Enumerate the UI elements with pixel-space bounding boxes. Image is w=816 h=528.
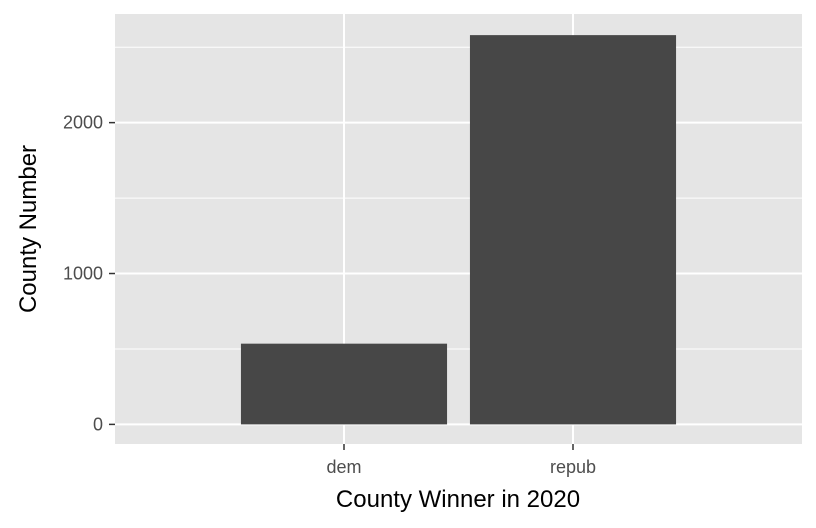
y-tick-label: 2000 xyxy=(63,113,103,133)
major-gridlines xyxy=(115,14,802,444)
x-axis-ticks: dem repub xyxy=(326,444,596,477)
x-tick-label: dem xyxy=(326,457,361,477)
x-axis-title: County Winner in 2020 xyxy=(336,486,580,513)
y-axis-ticks: 0 1000 2000 xyxy=(63,113,115,434)
x-tick-label: repub xyxy=(550,457,596,477)
plot-panel xyxy=(115,14,802,444)
y-tick-label: 1000 xyxy=(63,264,103,284)
y-tick-label: 0 xyxy=(93,414,103,434)
bar-repub xyxy=(469,35,677,425)
bars xyxy=(240,35,677,425)
bar-dem xyxy=(240,343,448,425)
minor-gridlines xyxy=(115,46,802,350)
y-axis-title: County Number xyxy=(15,145,42,313)
